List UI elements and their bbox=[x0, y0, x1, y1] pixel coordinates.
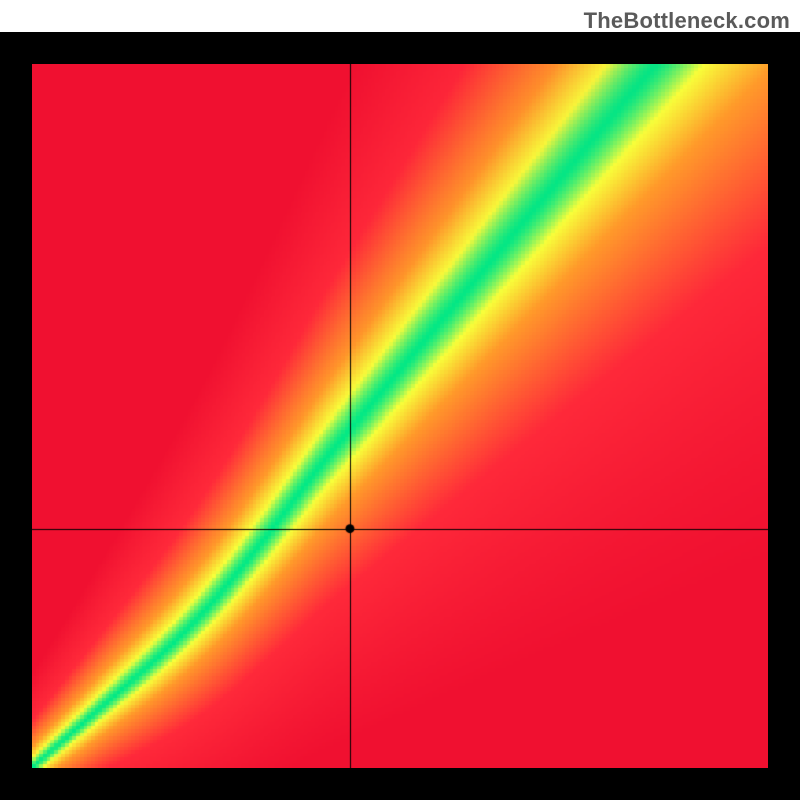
plot-frame-left bbox=[0, 32, 32, 800]
heatmap-plot bbox=[32, 64, 768, 768]
watermark-text: TheBottleneck.com bbox=[584, 8, 790, 34]
plot-frame-top bbox=[0, 32, 800, 64]
plot-frame-bottom bbox=[0, 768, 800, 800]
heatmap-canvas bbox=[32, 64, 768, 768]
plot-frame-right bbox=[768, 32, 800, 800]
